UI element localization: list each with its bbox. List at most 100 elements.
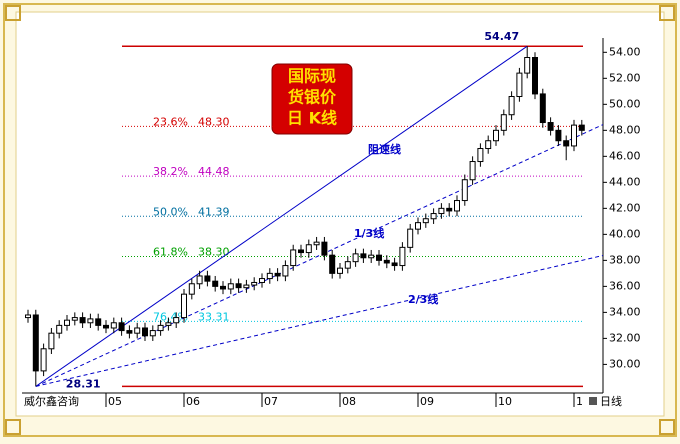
candle-body [422,218,429,224]
y-tick-label: 54.00 [609,45,641,58]
x-tick-label: 07 [264,395,278,408]
low-label: 28.31 [66,377,101,390]
fib-value: 33.31 [198,310,230,323]
speed-line [35,124,603,387]
candle-body [532,57,538,95]
candle-body [454,200,460,212]
badge-line: 货银价 [288,88,337,107]
y-tick-label: 52.00 [609,71,641,84]
corner-ornaments [5,5,675,435]
candle-body [391,262,398,267]
candle-body [235,283,242,289]
period: 日线 [600,394,622,408]
candle-body [461,179,468,202]
candle-body [251,281,258,286]
candle-body [469,161,476,181]
y-tick-label: 34.00 [609,305,641,318]
candle-body [165,322,172,326]
fib-value: 44.48 [198,165,230,178]
candle-body [352,253,359,263]
speed-line [35,255,603,387]
fib-value: 41.39 [198,205,230,218]
candle-body [212,280,219,287]
candle-body [547,122,554,131]
candle-body [313,241,320,246]
x-tick-label: 06 [186,395,200,408]
candle-body [485,140,492,150]
candle-body [337,267,343,274]
fib-ratio: 50.0% [153,205,188,218]
candle-body [243,284,250,289]
high-label: 54.47 [484,30,519,43]
candle-body [126,330,133,334]
candle-body [110,322,117,329]
candle-body [266,272,273,280]
candle-body [500,114,507,131]
candle-body [438,207,445,215]
candle-body [305,244,312,254]
x-tick-label: 09 [420,395,434,408]
candle-body [118,322,125,332]
candle-body [298,249,304,254]
candle-body [204,275,211,282]
candle-body [399,246,406,267]
speed-line [35,45,528,387]
fib-value: 48.30 [198,115,230,128]
candle-body [376,254,382,261]
candle-body [32,314,39,372]
candle-body [103,324,109,329]
fib-ratio: 38.2% [153,165,188,178]
speed-line-label: 1/3线 [354,226,384,240]
candle-body [344,261,351,269]
candle-body [368,254,375,259]
y-tick-label: 32.00 [609,331,641,344]
y-tick-label: 40.00 [609,227,641,240]
x-tick-label: 05 [108,395,122,408]
y-tick-label: 38.00 [609,253,641,266]
speed-line-label: 阻速线 [368,142,401,156]
fib-ratio: 61.8% [153,245,188,258]
y-tick-label: 48.00 [609,123,641,136]
candle-body [360,253,367,259]
badge-line: 日 K线 [287,109,337,128]
candle-body [220,285,226,290]
candle-body [321,241,328,256]
x-tick-label: 10 [498,395,512,408]
candle-body [415,222,421,230]
speed-line-label: 2/3线 [408,292,438,306]
candle-body [282,265,289,277]
candle-body [95,318,102,326]
candle-body [188,283,195,295]
candle-body [539,93,546,124]
candle-body [227,283,234,290]
candle-body [48,332,55,350]
candle-body [516,72,523,98]
candle-body [173,317,180,324]
candle-body [578,124,585,131]
y-tick-label: 30.00 [609,357,641,370]
candle-body [196,275,203,285]
fib-value: 38.30 [198,245,230,258]
candle-body [329,254,336,274]
candle-body [493,129,499,142]
period-icon [589,397,597,405]
y-tick-label: 42.00 [609,201,641,214]
candle-body [134,327,141,334]
fib-ratio: 23.6% [153,115,188,128]
x-tick-label: 08 [342,395,356,408]
candle-body [142,327,148,337]
candle-body [64,319,70,326]
candle-body [157,324,164,332]
candle-body [446,207,453,212]
y-tick-label: 36.00 [609,279,641,292]
candle-body [56,324,63,334]
candle-body [383,259,390,264]
candle-body [40,348,47,372]
candle-body [25,314,31,319]
candle-body [430,213,437,220]
candle-body [274,272,281,277]
candle-body [71,317,78,321]
candle-body [259,278,265,283]
y-tick-label: 44.00 [609,175,641,188]
